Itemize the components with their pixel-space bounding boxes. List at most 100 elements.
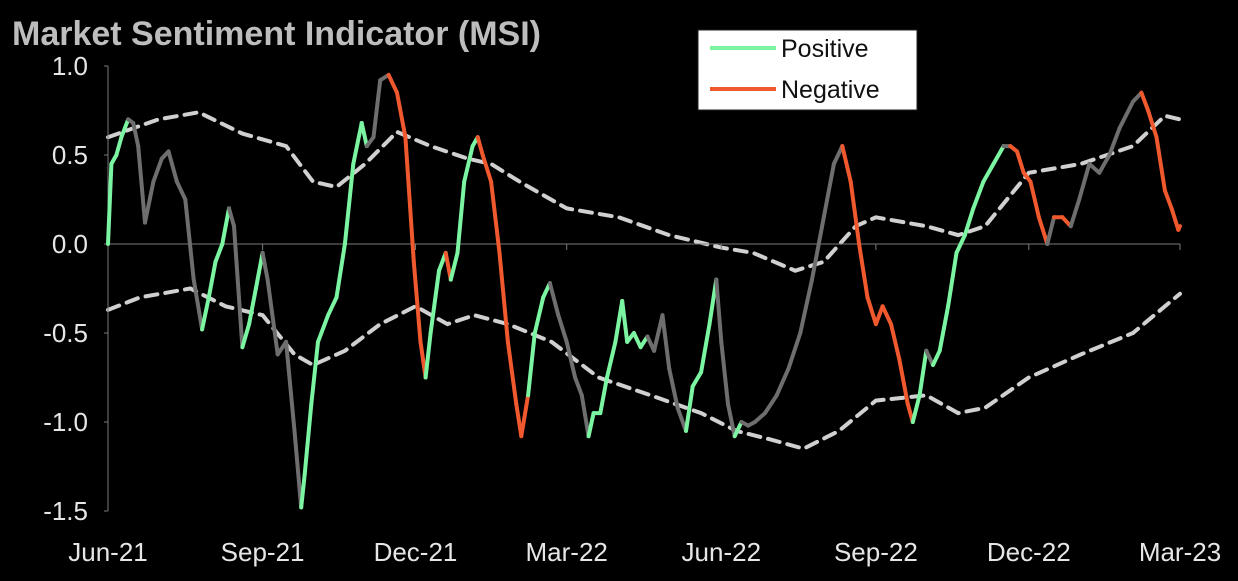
- msi-segment-negative: [848, 179, 862, 246]
- msi-segment-neutral: [1087, 161, 1102, 175]
- msi-segment-positive: [690, 370, 704, 389]
- msi-segment-positive: [206, 259, 218, 300]
- msi-segment-positive: [462, 144, 475, 184]
- msi-segment-positive: [937, 304, 951, 353]
- msi-segment-negative: [865, 295, 878, 327]
- msi-segment-negative: [395, 90, 408, 140]
- msi-segment-neutral: [652, 313, 665, 353]
- legend-label-positive: Positive: [781, 35, 869, 63]
- msi-segment-positive: [200, 295, 211, 332]
- x-tick-label: Sep-22: [834, 537, 918, 567]
- x-tick-label: Dec-21: [374, 537, 458, 567]
- legend: Positive Negative: [697, 29, 918, 111]
- msi-segment-neutral: [1068, 197, 1082, 229]
- msi-segment-neutral: [763, 393, 779, 416]
- legend-box: [697, 29, 918, 111]
- msi-segment-neutral: [752, 411, 767, 424]
- y-tick-label: 0.5: [52, 140, 88, 170]
- msi-segment-positive: [526, 331, 537, 398]
- msi-segment-neutral: [183, 197, 196, 282]
- msi-segment-neutral: [227, 206, 236, 229]
- x-tick-label: Sep-21: [221, 537, 305, 567]
- y-tick-label: -1.0: [43, 407, 88, 437]
- msi-segment-negative: [1176, 224, 1182, 232]
- msi-segment-positive: [931, 348, 942, 367]
- legend-label-negative: Negative: [781, 76, 880, 104]
- msi-segment-negative: [1169, 206, 1181, 232]
- msi-segment-positive: [684, 384, 695, 433]
- axes-layer: 1.0 0.5 0.0 -0.5 -1.0 -1.5 Jun-21 Sep-21 Dec-21 M…: [43, 51, 1221, 567]
- msi-segment-neutral: [564, 339, 578, 380]
- msi-segment-neutral: [1077, 161, 1092, 202]
- msi-segment-positive: [247, 286, 258, 327]
- msi-segment-positive: [302, 402, 314, 478]
- msi-segment-neutral: [726, 402, 737, 439]
- msi-segment-positive: [309, 339, 320, 407]
- msi-segment-neutral: [660, 313, 672, 371]
- upper-band-line: [106, 110, 1182, 273]
- msi-segment-neutral: [786, 331, 803, 371]
- msi-segment-negative: [519, 393, 531, 439]
- msi-segment-neutral: [191, 277, 205, 332]
- msi-segment-positive: [253, 250, 265, 291]
- msi-segment-positive: [359, 121, 369, 149]
- chart-title: Market Sentiment Indicator (MSI): [12, 15, 541, 53]
- msi-segment-negative: [1015, 149, 1026, 175]
- y-tick-label: 0.0: [52, 229, 88, 259]
- x-tick-label: Jun-22: [682, 537, 762, 567]
- msi-segment-neutral: [131, 121, 141, 149]
- msi-segment-neutral: [924, 348, 935, 367]
- msi-segment-neutral: [136, 144, 147, 225]
- msi-segment-neutral: [292, 428, 304, 510]
- msi-segment-negative: [840, 144, 853, 184]
- msi-segment-neutral: [143, 179, 156, 225]
- msi-segment-positive: [423, 331, 433, 380]
- msi-segment-positive: [448, 250, 460, 282]
- msi-segment-neutral: [1097, 153, 1112, 175]
- x-tick-label: Jun-21: [68, 537, 148, 567]
- msi-segment-positive: [213, 242, 225, 264]
- msi-segment-negative: [880, 304, 893, 327]
- y-tick-label: -1.5: [43, 496, 88, 526]
- msi-segment-negative: [1146, 108, 1159, 140]
- y-tick-label: -0.5: [43, 318, 88, 348]
- msi-segment-positive: [532, 295, 546, 335]
- msi-segment-positive: [240, 322, 252, 350]
- msi-segment-negative: [857, 242, 870, 300]
- msi-segment-positive: [598, 375, 609, 416]
- msi-segment-positive: [620, 299, 630, 344]
- msi-segment-positive: [946, 250, 959, 309]
- msi-segment-neutral: [232, 224, 245, 350]
- msi-segment-positive: [114, 135, 124, 157]
- msi-segment-positive: [981, 161, 996, 184]
- msi-segment-positive: [910, 393, 922, 424]
- msi-segment-neutral: [151, 156, 164, 184]
- x-tick-label: Dec-22: [987, 537, 1071, 567]
- msi-segment-positive: [455, 179, 467, 255]
- msi-segment-positive: [106, 161, 114, 246]
- msi-segment-negative: [386, 72, 399, 95]
- msi-segment-neutral: [667, 366, 680, 410]
- msi-segment-negative: [1139, 90, 1151, 113]
- msi-segment-neutral: [547, 281, 561, 318]
- msi-segment-negative: [403, 135, 416, 264]
- msi-segment-neutral: [371, 78, 383, 140]
- msi-segment-positive: [954, 233, 967, 255]
- y-tick-label: 1.0: [52, 51, 88, 81]
- msi-segment-positive: [334, 242, 347, 300]
- msi-segment-positive: [119, 117, 131, 140]
- msi-segment-neutral: [260, 250, 270, 282]
- lower-band-line: [106, 286, 1182, 451]
- msi-segment-positive: [428, 268, 441, 335]
- msi-segment-positive: [605, 339, 618, 380]
- msi-segment-negative: [480, 153, 494, 184]
- msi-segment-negative: [497, 250, 510, 344]
- msi-segment-negative: [897, 357, 910, 407]
- msi-segment-neutral: [573, 375, 584, 398]
- msi-segment-positive: [699, 322, 712, 375]
- msi-segment-negative: [489, 179, 502, 255]
- msi-segment-neutral: [1107, 126, 1122, 157]
- msi-segment-neutral: [714, 277, 724, 344]
- msi-segment-positive: [326, 295, 339, 318]
- msi-segment-neutral: [831, 144, 845, 166]
